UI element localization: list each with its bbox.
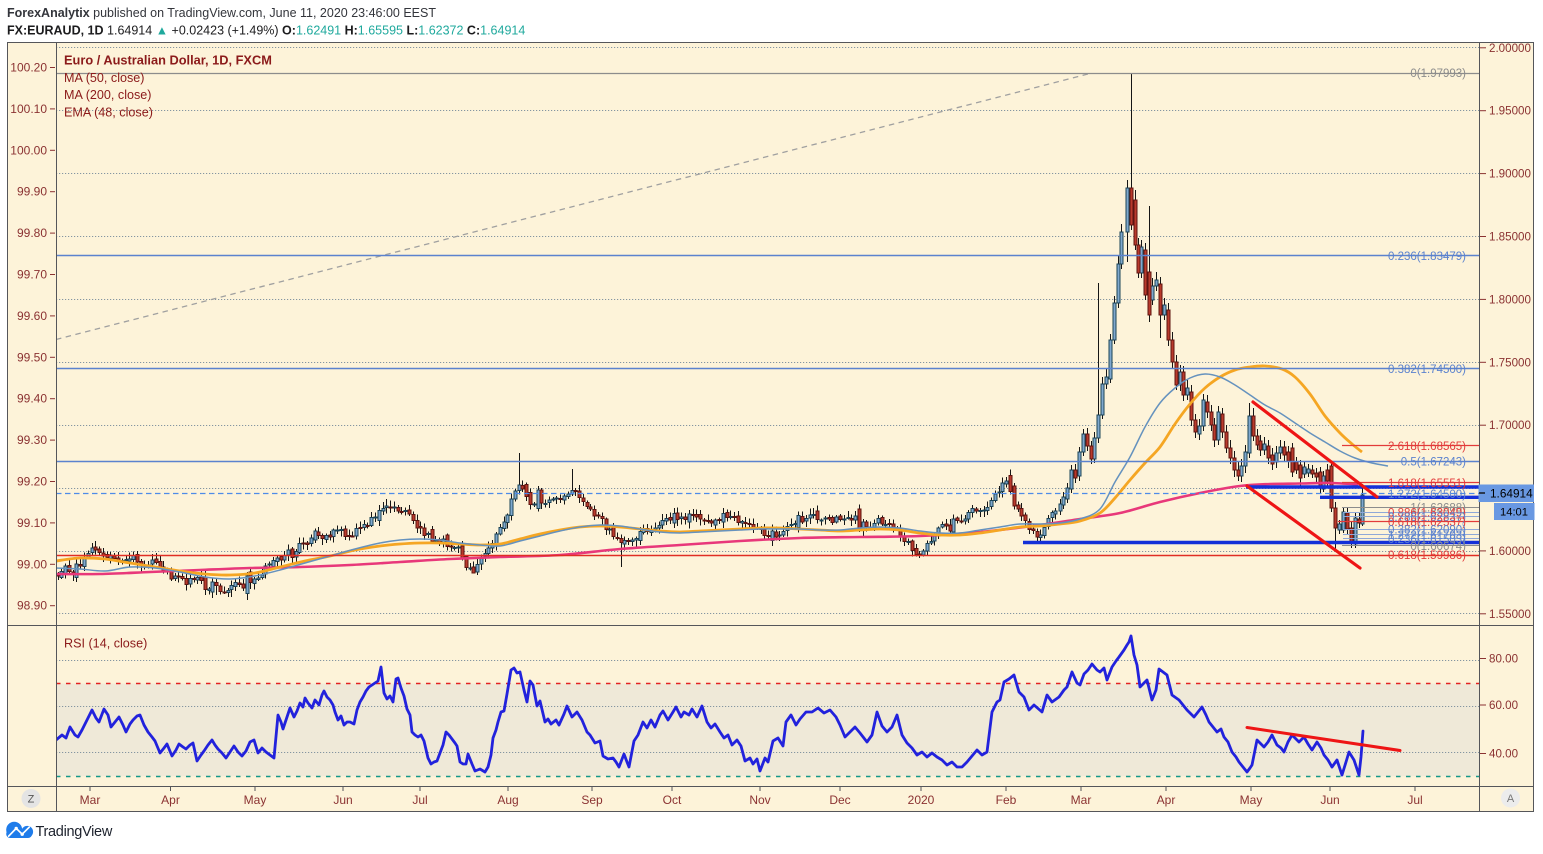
svg-text:TradingView: TradingView <box>36 824 113 840</box>
svg-text:100.20: 100.20 <box>10 61 47 75</box>
svg-text:ForexAnalytix published on Tra: ForexAnalytix published on TradingView.c… <box>7 6 436 20</box>
svg-text:May: May <box>1240 793 1263 807</box>
svg-text:0.236(1.61503): 0.236(1.61503) <box>1388 534 1466 546</box>
svg-text:0.786(1.62837): 0.786(1.62837) <box>1388 512 1466 524</box>
svg-text:Mar: Mar <box>1071 793 1092 807</box>
svg-text:Apr: Apr <box>161 793 180 807</box>
svg-text:Mar: Mar <box>80 793 101 807</box>
svg-text:2020: 2020 <box>908 793 935 807</box>
svg-text:Jun: Jun <box>1320 793 1339 807</box>
svg-text:1(1.62688): 1(1.62688) <box>1410 503 1466 515</box>
svg-text:Euro / Australian Dollar, 1D,: Euro / Australian Dollar, 1D, FXCM <box>64 53 272 68</box>
svg-text:EMA (48, close): EMA (48, close) <box>64 106 153 120</box>
svg-text:99.30: 99.30 <box>17 433 47 447</box>
svg-text:0.886(1.63049): 0.886(1.63049) <box>1388 508 1466 520</box>
svg-text:0.618(1.62537): 0.618(1.62537) <box>1388 517 1466 529</box>
svg-text:Sep: Sep <box>581 793 603 807</box>
svg-text:Feb: Feb <box>996 793 1017 807</box>
svg-text:Oct: Oct <box>663 793 682 807</box>
svg-text:0.236(1.83479): 0.236(1.83479) <box>1388 251 1466 263</box>
svg-text:Jun: Jun <box>333 793 352 807</box>
svg-text:Jul: Jul <box>1407 793 1422 807</box>
svg-text:80.00: 80.00 <box>1489 653 1518 666</box>
svg-text:1.85000: 1.85000 <box>1489 231 1531 244</box>
svg-text:Aug: Aug <box>497 793 518 807</box>
svg-text:99.60: 99.60 <box>17 309 47 323</box>
svg-text:100.10: 100.10 <box>10 102 47 116</box>
svg-text:99.00: 99.00 <box>17 557 47 571</box>
svg-text:FX:EURAUD, 1D 1.64914 ▲ +0.02: FX:EURAUD, 1D 1.64914 ▲ +0.02423 (+1.49%… <box>7 24 525 38</box>
svg-text:1.60000: 1.60000 <box>1489 545 1531 558</box>
svg-text:99.20: 99.20 <box>17 475 47 489</box>
svg-text:99.40: 99.40 <box>17 392 47 406</box>
svg-text:99.70: 99.70 <box>17 268 47 282</box>
svg-text:0.618(1.59986): 0.618(1.59986) <box>1388 550 1466 562</box>
svg-text:RSI (14, close): RSI (14, close) <box>64 637 147 651</box>
svg-text:1.95000: 1.95000 <box>1489 105 1531 118</box>
svg-text:MA (200, close): MA (200, close) <box>64 88 152 102</box>
svg-text:Z: Z <box>28 794 35 806</box>
svg-text:1.618(1.65551): 1.618(1.65551) <box>1388 478 1466 490</box>
svg-text:Apr: Apr <box>1157 793 1176 807</box>
svg-text:100.00: 100.00 <box>10 143 47 157</box>
svg-text:Jul: Jul <box>412 793 427 807</box>
svg-text:99.80: 99.80 <box>17 226 47 240</box>
svg-text:1.75000: 1.75000 <box>1489 356 1531 369</box>
svg-text:MA (50, close): MA (50, close) <box>64 71 145 85</box>
svg-text:1.272(1.64500): 1.272(1.64500) <box>1388 489 1466 501</box>
svg-text:1.64914: 1.64914 <box>1490 487 1533 501</box>
svg-text:40.00: 40.00 <box>1489 748 1518 761</box>
svg-text:1.70000: 1.70000 <box>1489 419 1531 432</box>
svg-text:0.382(1.62090): 0.382(1.62090) <box>1388 525 1466 537</box>
svg-text:99.90: 99.90 <box>17 185 47 199</box>
svg-text:Dec: Dec <box>829 793 850 807</box>
svg-text:98.90: 98.90 <box>17 599 47 613</box>
svg-text:0(1.97993): 0(1.97993) <box>1410 68 1466 80</box>
svg-text:1.272(1.61703): 1.272(1.61703) <box>1388 530 1466 542</box>
svg-text:May: May <box>244 793 267 807</box>
svg-text:A: A <box>1507 793 1515 805</box>
svg-text:14:01: 14:01 <box>1500 507 1528 519</box>
svg-text:0.382(1.74500): 0.382(1.74500) <box>1388 364 1466 376</box>
svg-text:1.80000: 1.80000 <box>1489 293 1531 306</box>
svg-text:2.00000: 2.00000 <box>1489 42 1531 55</box>
svg-text:1.55000: 1.55000 <box>1489 608 1531 621</box>
svg-text:99.10: 99.10 <box>17 516 47 530</box>
svg-text:0(1.60674): 0(1.60674) <box>1410 541 1466 553</box>
svg-text:99.50: 99.50 <box>17 350 47 364</box>
svg-text:0.5(1.67243): 0.5(1.67243) <box>1401 457 1466 469</box>
svg-text:2.618(1.68565): 2.618(1.68565) <box>1388 441 1466 453</box>
svg-text:60.00: 60.00 <box>1489 699 1518 712</box>
svg-text:Nov: Nov <box>749 793 770 807</box>
svg-text:1.90000: 1.90000 <box>1489 168 1531 181</box>
